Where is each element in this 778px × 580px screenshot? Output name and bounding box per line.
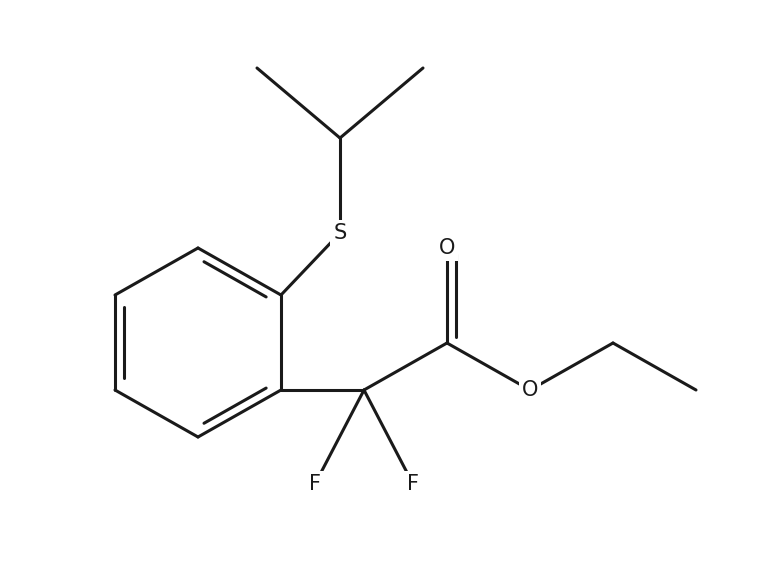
Text: F: F xyxy=(407,474,419,494)
Text: F: F xyxy=(309,474,321,494)
Text: S: S xyxy=(334,223,347,243)
Text: O: O xyxy=(522,380,538,400)
Text: O: O xyxy=(439,238,455,258)
